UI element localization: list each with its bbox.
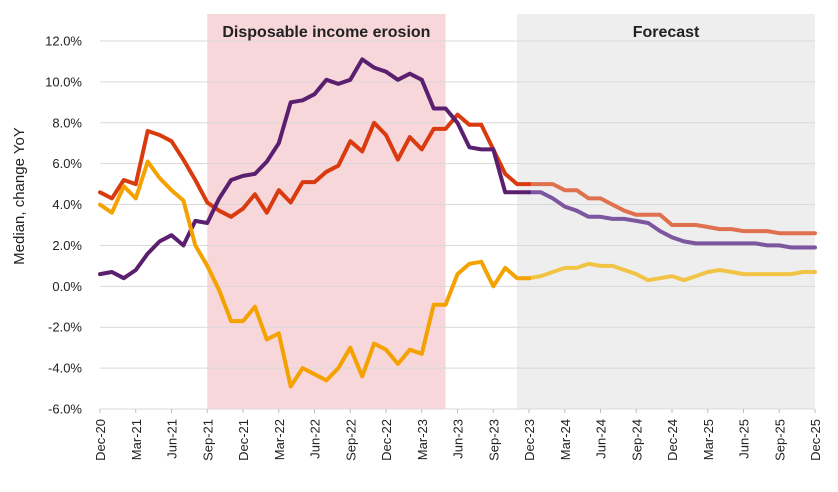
series-line: [98, 159, 531, 389]
y-tick-label: -2.0%: [48, 320, 82, 335]
y-tick-label: 6.0%: [52, 156, 82, 171]
x-tick-label: Dec-24: [665, 419, 680, 461]
x-tick-label: Jun-22: [308, 419, 323, 459]
x-tick-label: Sep-25: [772, 419, 787, 461]
series-line: [98, 57, 531, 281]
x-tick-label: Jun-21: [165, 419, 180, 459]
gridlines: [99, 40, 816, 413]
x-tick-label: Dec-25: [808, 419, 823, 461]
series-forecast-line: [527, 190, 817, 250]
shaded-region: [517, 14, 815, 409]
y-tick-label: 8.0%: [52, 115, 82, 130]
series-lines: [98, 57, 817, 389]
x-axis-ticks: Dec-20 Mar-21 Jun-21 Sep-21 Dec-21 Mar-22 Jun-…: [93, 419, 823, 461]
x-tick-label: Sep-21: [200, 419, 215, 461]
x-tick-label: Mar-22: [272, 419, 287, 460]
x-tick-label: Dec-21: [236, 419, 251, 461]
series-forecast-line: [527, 261, 817, 283]
shaded-regions: [207, 14, 815, 409]
series-line: [98, 112, 531, 219]
x-tick-label: Mar-24: [558, 419, 573, 460]
region-label: Disposable income erosion: [222, 24, 430, 41]
x-tick-label: Sep-24: [629, 419, 644, 461]
y-axis-ticks: -6.0% -4.0% -2.0% 0.0% 2.0% 4.0% 6.0% 8.0% 10.0%…: [45, 34, 82, 417]
x-tick-label: Jun-25: [737, 419, 752, 459]
x-tick-label: Mar-21: [129, 419, 144, 460]
y-tick-label: 12.0%: [45, 34, 82, 49]
region-labels: Disposable income erosion Forecast: [222, 24, 700, 41]
y-tick-label: -6.0%: [48, 402, 82, 417]
x-tick-label: Mar-25: [701, 419, 716, 460]
series-forecast-line: [527, 182, 817, 236]
y-tick-label: 4.0%: [52, 197, 82, 212]
x-tick-label: Dec-23: [522, 419, 537, 461]
x-tick-label: Jun-24: [594, 419, 609, 459]
x-tick-label: Sep-23: [486, 419, 501, 461]
y-tick-label: 0.0%: [52, 279, 82, 294]
y-tick-label: 10.0%: [45, 74, 82, 89]
x-tick-label: Dec-20: [93, 419, 108, 461]
x-tick-label: Dec-22: [379, 419, 394, 461]
y-tick-label: -4.0%: [48, 361, 82, 376]
x-tick-label: Jun-23: [451, 419, 466, 459]
x-tick-label: Mar-23: [415, 419, 430, 460]
x-tick-label: Sep-22: [343, 419, 358, 461]
y-axis-title: Median, change YoY: [11, 127, 28, 265]
y-tick-label: 2.0%: [52, 238, 82, 253]
region-label: Forecast: [633, 24, 700, 41]
